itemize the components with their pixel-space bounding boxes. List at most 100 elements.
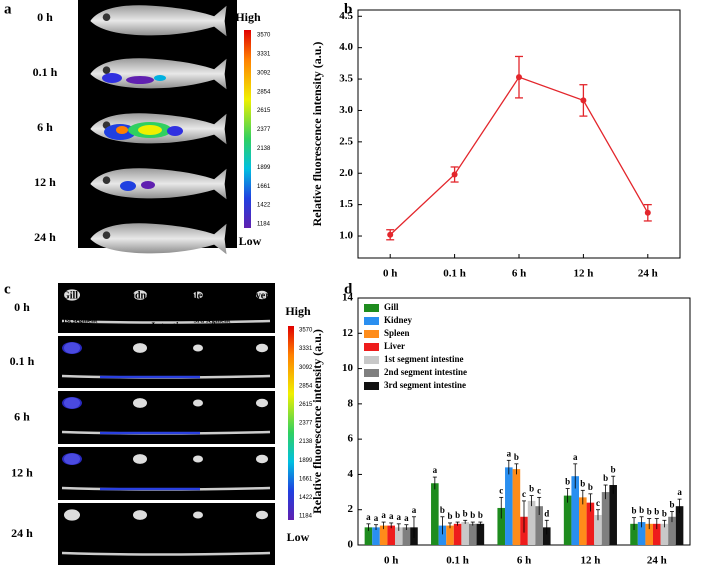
bar [468, 523, 477, 545]
colorbar-tick-label: 1184 [299, 514, 313, 520]
segment-label: 2nd segment [151, 313, 189, 321]
x-tick-label: 12 h [573, 268, 593, 280]
x-tick-label: 0.1 h [446, 555, 469, 567]
row-label: 0.1 h [33, 65, 58, 79]
bar [594, 515, 602, 545]
significance-letter: a [433, 465, 438, 475]
row-label: 24 h [34, 230, 56, 244]
y-axis-title: Relative fluorescence intensity (a.u.) [310, 329, 324, 514]
significance-letter: b [611, 464, 616, 474]
bar [675, 506, 684, 545]
colorbar-tick-label: 3331 [299, 346, 313, 352]
organ [193, 291, 203, 299]
bar [379, 525, 388, 545]
organ-image [58, 391, 275, 444]
significance-letter: b [580, 478, 585, 488]
x-tick-label: 0 h [383, 268, 397, 280]
colorbar-tick-label: 1422 [257, 203, 271, 209]
organ-image [58, 447, 275, 500]
bar [571, 476, 580, 545]
bar [660, 523, 669, 545]
bar [535, 506, 543, 545]
point [451, 171, 458, 178]
organ-label: Liver [246, 290, 270, 301]
colorbar-tick-label: 2854 [257, 89, 271, 95]
intestine [61, 551, 271, 556]
significance-letter: c [596, 498, 600, 508]
organ [64, 289, 80, 301]
x-tick-label: 6 h [517, 555, 531, 567]
bar [402, 527, 411, 545]
legend-swatch [364, 356, 379, 364]
y-tick-label: 3.5 [339, 73, 353, 85]
organ-image [58, 336, 275, 388]
significance-letter: a [381, 510, 386, 520]
heat-spots [102, 73, 183, 191]
significance-letter: a [374, 513, 379, 523]
y-tick-label: 4.5 [339, 10, 353, 22]
bar [653, 523, 661, 545]
row-label: 0.1 h [10, 354, 35, 368]
colorbar-tick-label: 1422 [299, 495, 313, 501]
significance-letter: a [389, 511, 394, 521]
y-tick-label: 6 [348, 433, 354, 445]
bar [431, 483, 439, 545]
y-tick-label: 4 [348, 468, 354, 480]
intestine-label: Intestine [151, 321, 189, 332]
colorbar-tick-label: 1899 [257, 165, 271, 171]
bar [364, 527, 373, 545]
legend-swatch [364, 369, 379, 377]
bar [461, 522, 469, 545]
significance-letter: a [677, 487, 682, 497]
significance-letter: b [455, 510, 460, 520]
significance-letter: a [404, 513, 409, 523]
bar [512, 469, 521, 545]
significance-letter: b [529, 484, 534, 494]
colorbar-tick-label: 3092 [257, 70, 271, 76]
row-label: 6 h [14, 409, 30, 423]
organ [193, 399, 203, 407]
bar [446, 525, 454, 545]
legend-swatch [364, 343, 379, 351]
bar [505, 467, 513, 545]
x-tick-label: 6 h [512, 268, 526, 280]
row-label: 12 h [11, 465, 33, 479]
organ [133, 343, 147, 353]
organ [193, 455, 203, 463]
segment-label: 1st segment [63, 317, 98, 325]
organ [256, 398, 268, 408]
colorbar-tick-label: 3570 [257, 33, 271, 39]
y-tick-label: 14 [342, 292, 354, 304]
significance-letter: a [366, 512, 371, 522]
x-tick-label: 24 h [647, 555, 667, 567]
row-label: 24 h [11, 526, 33, 540]
intestine [61, 319, 271, 324]
bar [438, 525, 447, 545]
legend-label: Kidney [384, 315, 413, 325]
organ [256, 343, 268, 353]
y-tick-label: 12 [342, 327, 354, 339]
y-tick-label: 8 [348, 397, 354, 409]
x-tick-label: 12 h [580, 555, 600, 567]
colorbar-high: High [285, 304, 311, 318]
significance-letter: b [440, 505, 445, 515]
legend-label: Spleen [384, 328, 410, 338]
heat-spot [62, 453, 82, 465]
organ [64, 509, 80, 521]
bar [609, 485, 617, 545]
colorbar-tick-label: 2615 [299, 402, 313, 408]
significance-letter: a [573, 452, 578, 462]
significance-letter: c [537, 485, 541, 495]
y-tick-label: 0 [348, 539, 354, 551]
bar [527, 500, 536, 545]
significance-letter: b [662, 508, 667, 518]
significance-letter: d [544, 508, 549, 518]
row-label: 0 h [37, 10, 53, 24]
y-tick-label: 3.0 [339, 104, 353, 116]
legend-label: 2nd segment intestine [384, 367, 467, 377]
segment-label: 3rd segment [194, 317, 231, 325]
plot-frame [357, 9, 681, 259]
legend-label: 1st segment intestine [384, 354, 464, 364]
legend-label: Gill [384, 302, 399, 312]
significance-letter: c [522, 489, 526, 499]
